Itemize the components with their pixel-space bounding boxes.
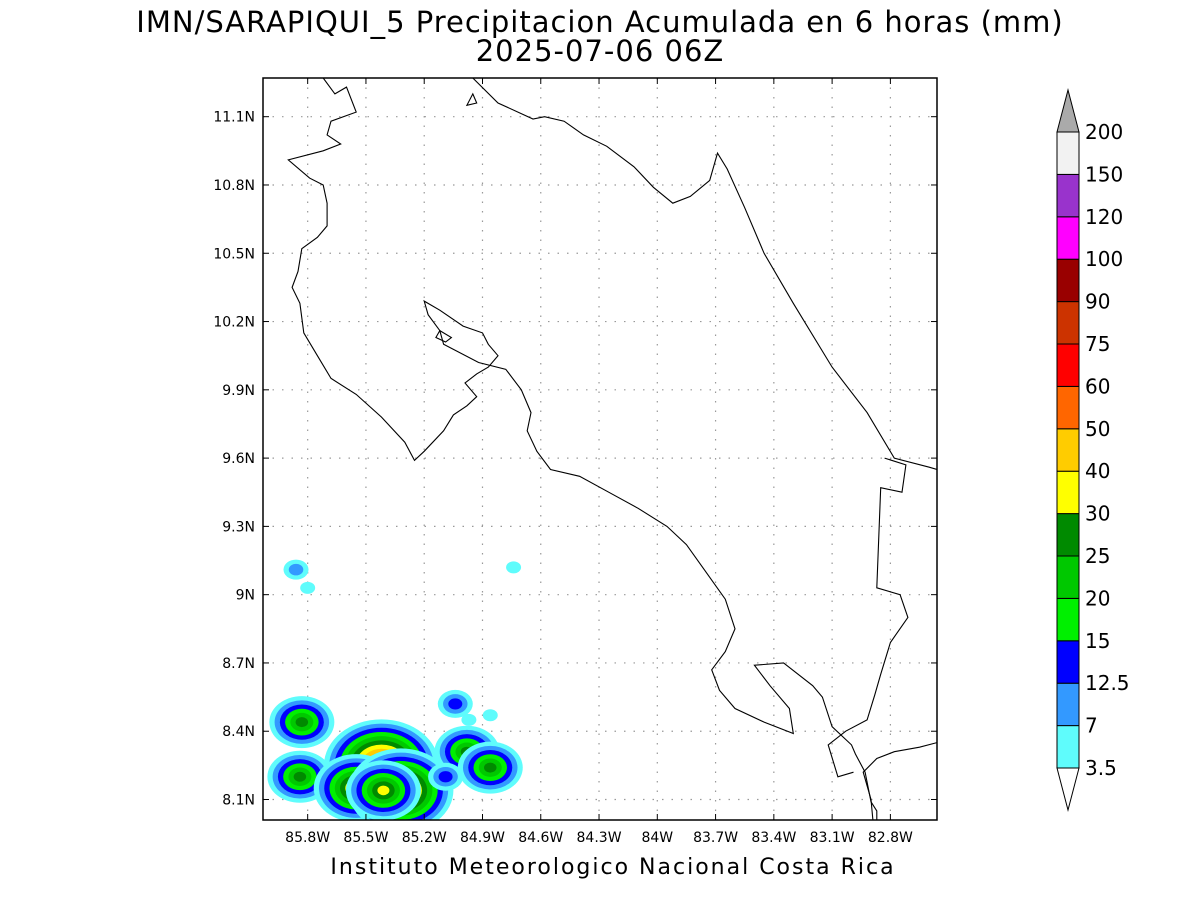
- lat-tick-label: 11.1N: [213, 110, 255, 126]
- plot-frame: [262, 77, 938, 821]
- lat-tick-label: 10.2N: [213, 315, 255, 331]
- lat-tick-label: 9.9N: [222, 383, 255, 399]
- island-outline: [435, 329, 453, 343]
- colorbar-level-label: 12.5: [1085, 671, 1130, 695]
- colorbar-level-label: 150: [1085, 162, 1123, 186]
- colorbar-swatch: [1056, 682, 1080, 727]
- colorbar-level-label: 25: [1085, 544, 1110, 568]
- colorbar-level-label: 75: [1085, 332, 1110, 356]
- precip-contour-level: [377, 785, 390, 796]
- colorbar-swatch: [1056, 640, 1080, 684]
- island-outline: [465, 92, 478, 107]
- colorbar-level-label: 30: [1085, 502, 1110, 526]
- lat-tick-label: 9N: [236, 588, 255, 604]
- panama-border: [862, 742, 937, 820]
- lat-tick-label: 8.7N: [222, 656, 255, 672]
- precip-contour-level: [484, 762, 497, 773]
- precip-contour-level: [293, 771, 307, 782]
- colorbar-swatch: [1056, 131, 1080, 175]
- grid-lines: [263, 78, 937, 820]
- lon-tick-label: 84.3W: [577, 830, 622, 846]
- lat-tick-label: 10.8N: [213, 178, 255, 194]
- colorbar-level-label: 7: [1085, 714, 1098, 738]
- colorbar-level-label: 90: [1085, 290, 1110, 314]
- colorbar-level-label: 3.5: [1085, 756, 1117, 780]
- colorbar-swatch: [1056, 428, 1080, 472]
- lat-tick-label: 8.1N: [222, 793, 255, 809]
- colorbar-swatch: [1056, 343, 1080, 387]
- lat-tick-label: 8.4N: [222, 724, 255, 740]
- precip-contour-level: [300, 581, 316, 594]
- precip-contour-level: [506, 561, 522, 574]
- colorbar-swatch: [1056, 597, 1080, 642]
- colorbar-level-label: 100: [1085, 247, 1123, 271]
- coastline: [287, 78, 937, 820]
- lon-tick-label: 83.4W: [751, 830, 796, 846]
- colorbar-swatch: [1056, 258, 1080, 303]
- lon-tick-label: 82.8W: [868, 830, 913, 846]
- colorbar-level-label: 50: [1085, 417, 1110, 441]
- lon-tick-label: 85.8W: [285, 830, 330, 846]
- lat-tick-label: 10.5N: [213, 246, 255, 262]
- colorbar-swatch: [1056, 725, 1080, 769]
- lon-tick-label: 83.1W: [810, 830, 855, 846]
- colorbar-swatch: [1056, 385, 1080, 430]
- precip-contour-level: [295, 717, 309, 728]
- axis-ticks: 85.8W 85.5W 85.2W 84.9W 84.6W 84.3W 84W 83.7W 83…: [213, 78, 937, 846]
- institution-credit: Instituto Meteorologico Nacional Costa R…: [330, 855, 896, 880]
- colorbar: 3.5 7 12.5 15 20 25 30 40 50 60 75 90 100 120 150 200: [1056, 88, 1130, 812]
- colorbar-swatch: [1056, 470, 1080, 515]
- colorbar-swatch: [1056, 216, 1080, 260]
- lon-tick-label: 85.2W: [402, 830, 447, 846]
- precip-contour-level: [461, 713, 477, 726]
- colorbar-under-triangle: [1056, 767, 1080, 812]
- precip-contour-level: [288, 563, 304, 576]
- lon-tick-label: 85.5W: [343, 830, 388, 846]
- colorbar-level-label: 120: [1085, 205, 1123, 229]
- map-date-subtitle: 2025-07-06 06Z: [475, 34, 725, 68]
- precip-contour-level: [438, 771, 453, 783]
- lon-tick-label: 84W: [641, 830, 673, 846]
- colorbar-swatch: [1056, 301, 1080, 345]
- precip-contour-level: [448, 698, 463, 710]
- colorbar-level-label: 15: [1085, 629, 1110, 653]
- lon-tick-label: 84.9W: [460, 830, 505, 846]
- colorbar-swatch: [1056, 555, 1080, 599]
- bocas-coastline: [827, 457, 909, 778]
- precipitation-field: [267, 559, 523, 820]
- precip-contour-level: [482, 709, 498, 722]
- lon-tick-label: 84.6W: [518, 830, 563, 846]
- lat-tick-label: 9.6N: [222, 451, 255, 467]
- colorbar-over-triangle: [1056, 88, 1080, 133]
- pacific-coastline: [287, 78, 878, 820]
- colorbar-level-label: 40: [1085, 459, 1110, 483]
- colorbar-level-label: 20: [1085, 586, 1110, 610]
- colorbar-level-label: 60: [1085, 374, 1110, 398]
- colorbar-level-label: 200: [1085, 120, 1123, 144]
- lon-tick-label: 83.7W: [693, 830, 738, 846]
- map-title: IMN/SARAPIQUI_5 Precipitacion Acumulada …: [136, 5, 1064, 39]
- caribbean-coastline: [472, 78, 937, 471]
- lat-tick-label: 9.3N: [222, 519, 255, 535]
- colorbar-swatch: [1056, 173, 1080, 218]
- colorbar-swatch: [1056, 513, 1080, 557]
